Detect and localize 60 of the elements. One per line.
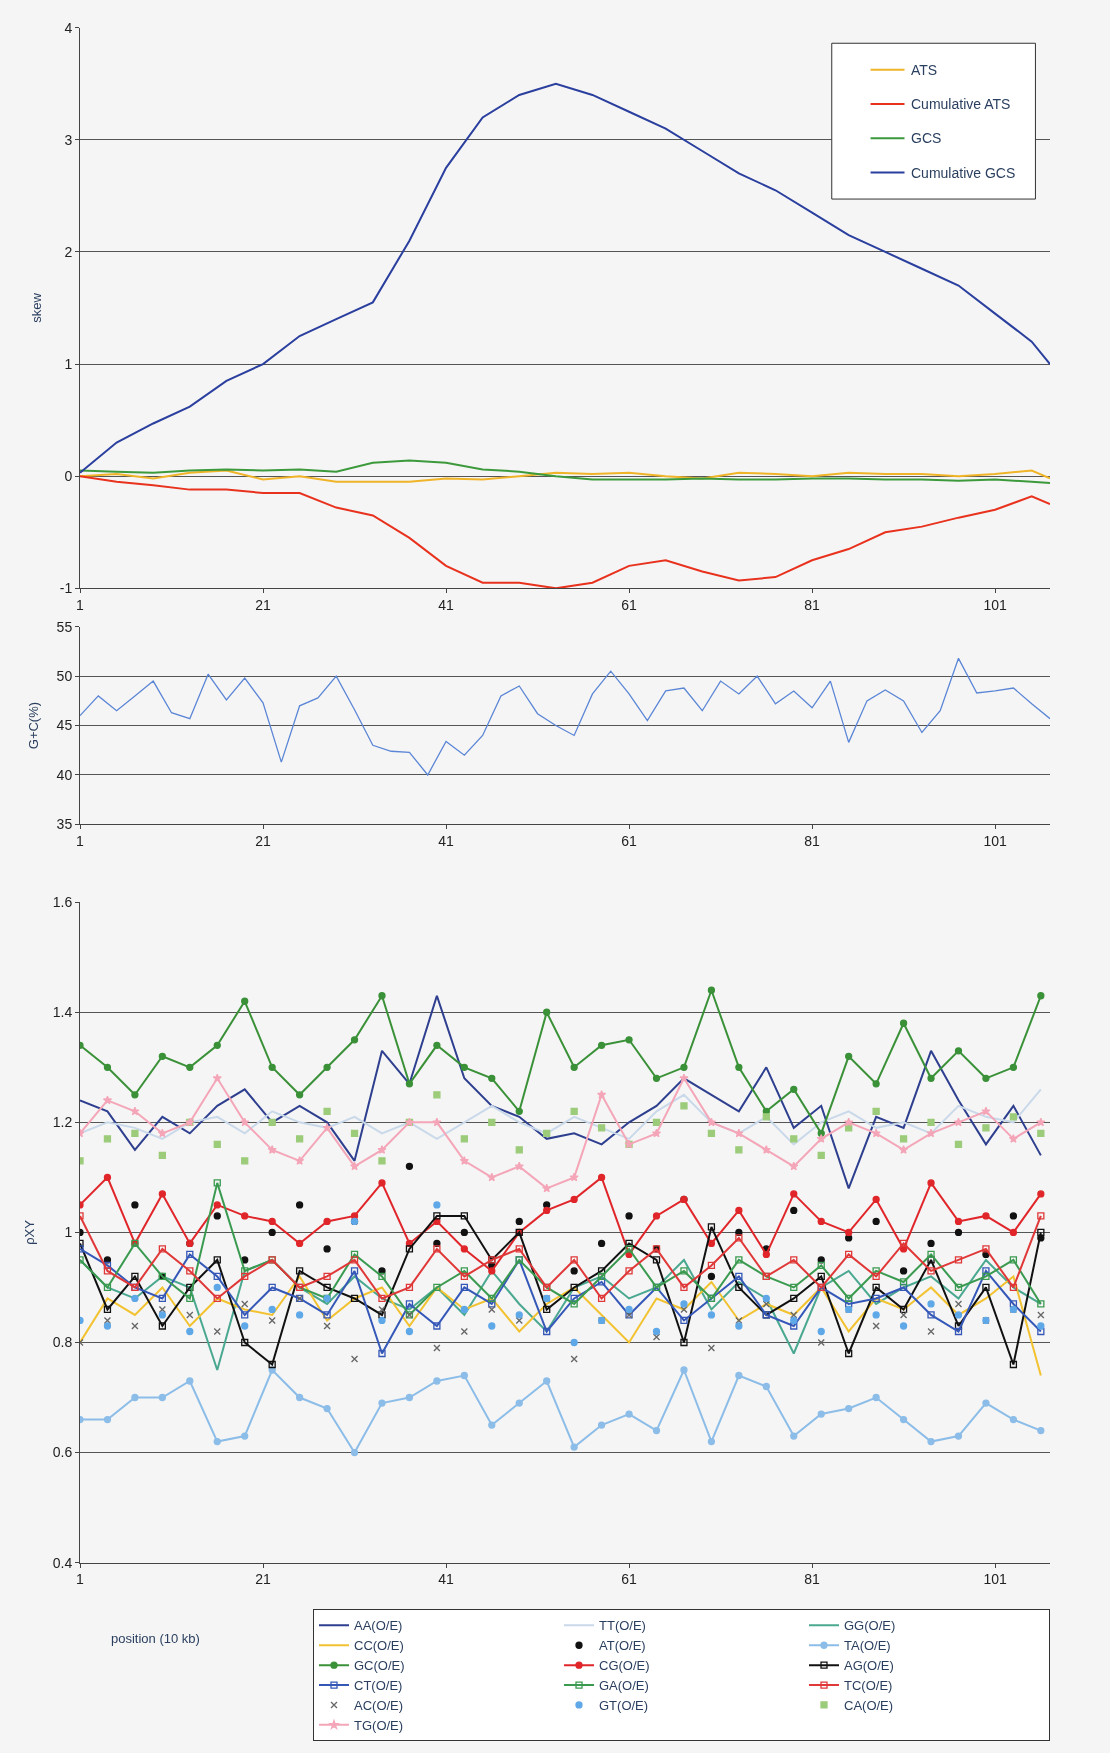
y-tick-label: 45 [56,717,73,734]
legend-label: AG(O/E) [844,1658,894,1674]
y-tick-label: -1 [59,580,73,597]
x-tick-label: 21 [255,833,272,850]
legend-label: TA(O/E) [844,1638,891,1654]
y-axis-title: G+C(%) [25,701,41,750]
legend-label: GCS [911,130,942,146]
x-tick-label: 1 [76,597,85,614]
y-tick-label: 50 [56,668,73,685]
y-tick-label: 0.8 [52,1334,73,1351]
x-tick-label: 41 [438,1571,455,1588]
y-tick-label: 35 [56,816,73,833]
x-tick-label: 61 [621,597,638,614]
legend-label: GG(O/E) [844,1618,896,1634]
y-tick-label: 1.4 [52,1004,73,1021]
legend-label: Cumulative GCS [911,165,1016,181]
legend-label: GC(O/E) [354,1658,405,1674]
legend-label: Cumulative ATS [911,96,1011,112]
x-tick-label: 101 [983,597,1007,614]
y-tick-label: 1.2 [52,1114,73,1131]
legend-label: TC(O/E) [844,1678,893,1694]
legend-label: AA(O/E) [354,1618,403,1634]
x-tick-label: 61 [621,833,638,850]
x-tick-label: 41 [438,597,455,614]
x-tick-label: 1 [76,1571,85,1588]
y-tick-label: 55 [56,618,73,635]
y-tick-label: 1 [64,1224,73,1241]
y-tick-label: 2 [64,243,73,260]
x-tick-label: 61 [621,1571,638,1588]
legend-label: GA(O/E) [599,1678,649,1694]
y-tick-label: 3 [64,131,73,148]
y-tick-label: 0.4 [52,1554,73,1571]
y-tick-label: 0 [64,468,73,485]
y-axis-title: skew [28,292,44,323]
y-tick-label: 0.6 [52,1444,73,1461]
legend-label: ATS [911,62,938,78]
x-tick-label: 81 [804,833,821,850]
legend-label: CT(O/E) [354,1678,403,1694]
x-tick-label: 101 [983,833,1007,850]
legend-label: TT(O/E) [599,1618,646,1634]
y-tick-label: 1 [64,355,73,372]
legend-label: TG(O/E) [354,1717,404,1733]
legend-label: CA(O/E) [844,1698,894,1713]
x-tick-label: 1 [76,833,85,850]
x-tick-label: 41 [438,833,455,850]
y-tick-label: 40 [56,766,73,783]
x-tick-label: 81 [804,597,821,614]
x-tick-label: 81 [804,1571,821,1588]
y-tick-label: 4 [64,19,73,36]
legend-label: AC(O/E) [354,1698,404,1713]
y-tick-label: 1.6 [52,894,73,911]
x-tick-label: 21 [255,1571,272,1588]
legend-label: CG(O/E) [599,1658,650,1674]
legend-label: CC(O/E) [354,1638,404,1654]
legend-label: AT(O/E) [599,1638,646,1654]
legend-label: GT(O/E) [599,1698,649,1713]
x-axis-title: position (10 kb) [111,1631,200,1646]
x-tick-label: 21 [255,597,272,614]
x-tick-label: 101 [983,1571,1007,1588]
y-axis-title: ρXY [21,1219,37,1245]
